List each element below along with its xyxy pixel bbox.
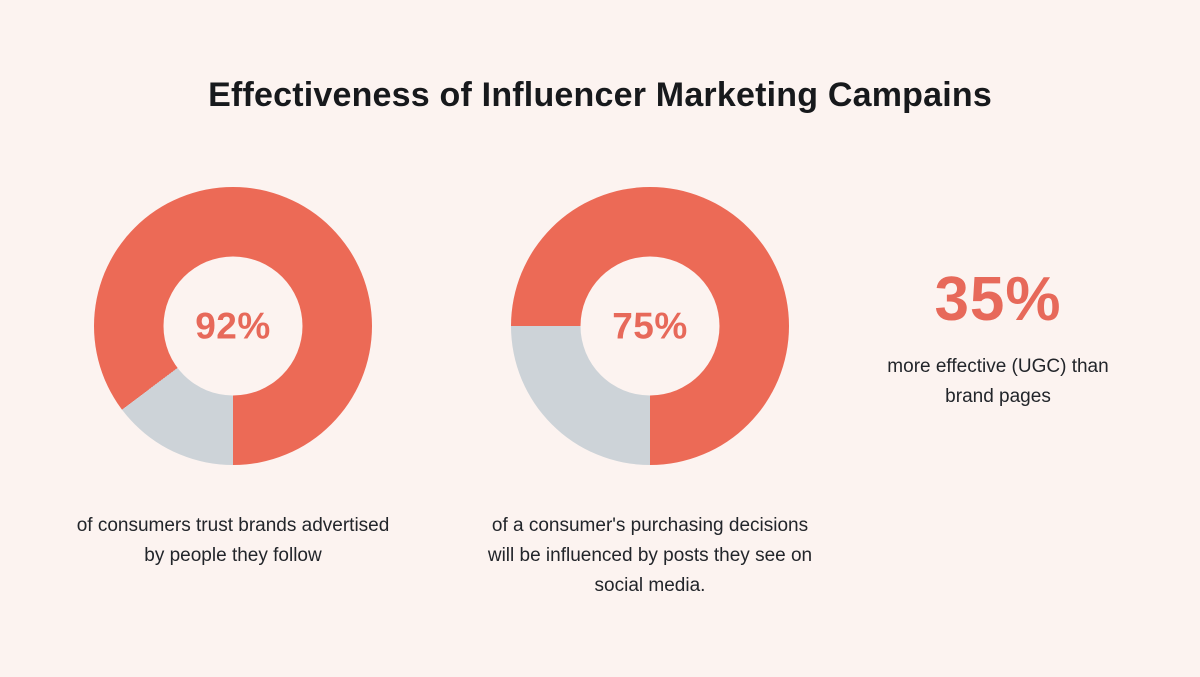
stat-value: 35% (934, 265, 1062, 334)
donut-hole: 75% (580, 256, 720, 396)
stat-caption: more effective (UGC) than brand pages (887, 356, 1109, 407)
donut-center-label: 92% (195, 305, 271, 346)
donut-hole: 92% (163, 256, 303, 396)
donut-chart-trust: 92% (94, 187, 372, 465)
donut-caption-trust: of consumers trust brands advertised by … (76, 515, 390, 566)
stat-block: 35% more effective (UGC) than brand page… (848, 268, 1148, 412)
donut-center-label: 75% (612, 305, 688, 346)
donut-chart-purchasing: 75% (511, 187, 789, 465)
page-title: Effectiveness of Influencer Marketing Ca… (208, 76, 992, 114)
donut-caption-purchasing: of a consumer's purchasing decisions wil… (487, 515, 813, 596)
